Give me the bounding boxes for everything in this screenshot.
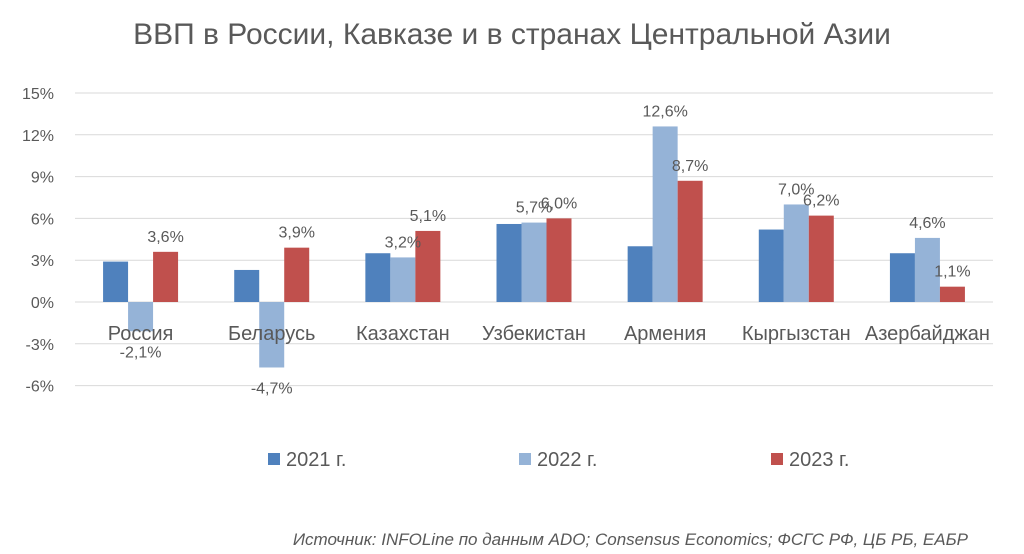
category-label: Азербайджан [865,323,990,345]
source-note: Источник: INFOLine по данным ADO; Consen… [292,530,968,549]
data-label: 7,0% [778,181,814,198]
bar [234,269,260,302]
legend-label: 2023 г. [789,449,849,471]
bar [546,218,572,302]
bar [939,286,965,302]
bar [652,126,678,302]
category-label: Узбекистан [482,323,586,345]
legend-label: 2022 г. [537,449,597,471]
data-label: 3,6% [147,229,183,246]
y-tick-label: 0% [31,295,54,312]
legend: 2021 г. 2022 г. 2023 г. [268,449,849,471]
legend-swatch [771,453,783,465]
chart-title: ВВП в России, Кавказе и в странах Центра… [133,18,891,51]
bar [808,215,834,302]
data-label: -4,7% [251,380,293,397]
y-axis-tick-labels: 15% 12% 9% 6% 3% 0% -3% -6% [22,86,54,396]
category-label: Армения [624,323,706,345]
bar [365,253,391,302]
y-tick-label: 9% [31,170,54,187]
category-label: Казахстан [356,323,450,345]
data-label: 6,2% [803,193,839,210]
category-label: Кыргызстан [742,323,851,345]
bar [128,302,154,332]
bar [914,237,940,302]
bar [259,302,285,368]
bar [390,257,416,302]
y-tick-label: 12% [22,128,54,145]
data-label: 1,1% [934,264,970,281]
data-label: -2,1% [120,344,162,361]
bar [889,253,915,302]
bar [415,230,441,302]
y-tick-label: 3% [31,253,54,270]
data-label: 5,7% [516,200,552,217]
data-label: 3,9% [278,225,314,242]
y-tick-label: -3% [26,337,54,354]
bar [153,251,179,302]
bar [783,204,809,302]
bar [521,222,547,302]
category-label: Россия [108,323,174,345]
y-tick-label: -6% [26,379,54,396]
data-labels: -2,1% 3,6% -4,7% 3,9% 3,2% 5,1% 5,7%6,0% 12,6% 8… [120,103,971,397]
data-label: 12,6% [642,103,687,120]
y-tick-label: 15% [22,86,54,103]
legend-swatch [519,453,531,465]
legend-swatch [268,453,280,465]
category-labels: Россия Беларусь Казахстан Узбекистан Армения… [108,323,990,345]
data-label: 8,7% [672,158,708,175]
bar [677,180,703,302]
data-label: 5,1% [410,208,446,225]
bar [284,247,310,302]
data-label: 3,2% [385,234,421,251]
legend-label: 2021 г. [286,449,346,471]
data-label: 4,6% [909,215,945,232]
data-label: 6,0% [541,195,577,212]
bar [627,246,653,302]
bar [103,261,129,302]
bar [758,229,784,302]
category-label: Беларусь [228,323,315,345]
y-tick-label: 6% [31,211,54,228]
bar [496,223,522,302]
bars [103,126,965,368]
